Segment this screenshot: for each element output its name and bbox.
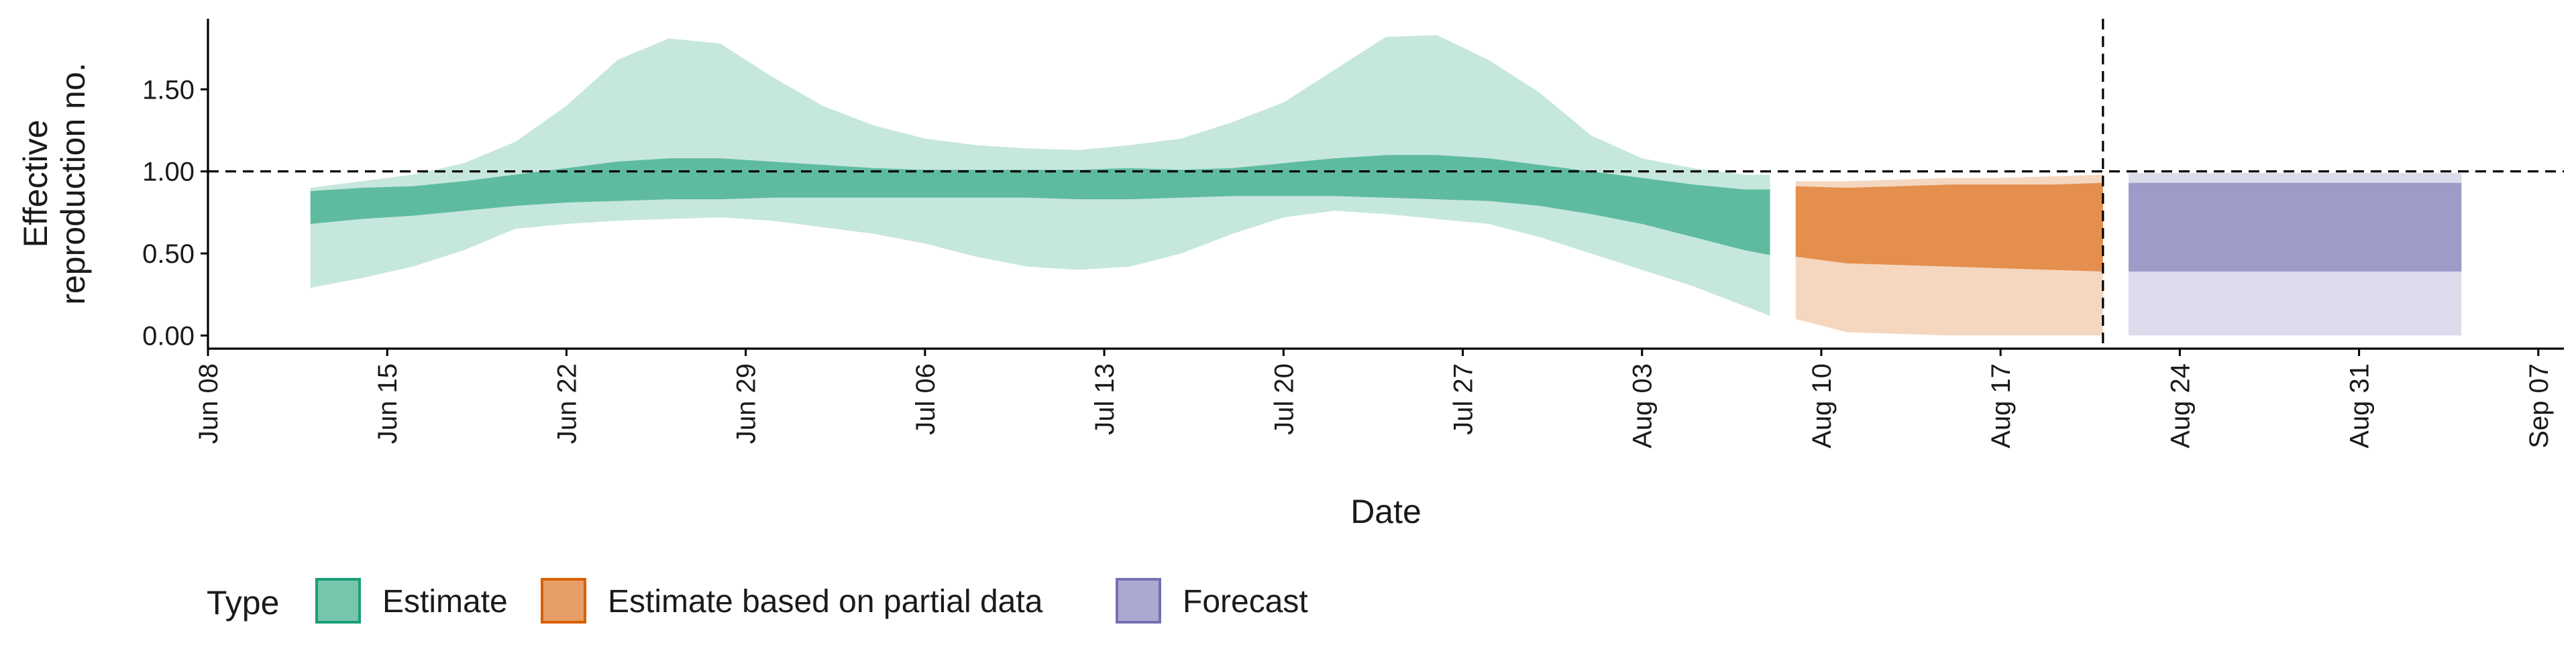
y-axis-title-line: Effective bbox=[17, 120, 54, 248]
x-tick-label: Jul 13 bbox=[1090, 363, 1120, 435]
x-tick-label: Aug 10 bbox=[1807, 363, 1837, 449]
legend-title: Type bbox=[207, 584, 279, 622]
x-tick-label: Jul 06 bbox=[911, 363, 941, 435]
x-tick-label: Aug 17 bbox=[1986, 363, 2016, 449]
y-axis-title-line: reproduction no. bbox=[54, 62, 92, 304]
ribbons-layer bbox=[310, 35, 2462, 336]
x-tick-label: Aug 03 bbox=[1628, 363, 1658, 449]
legend-label-forecast: Forecast bbox=[1183, 584, 1308, 620]
legend-label-estimate-based-on-partial-data: Estimate based on partial data bbox=[608, 584, 1043, 620]
x-tick-label: Jun 29 bbox=[732, 363, 761, 444]
legend-key-estimate bbox=[315, 578, 361, 624]
x-tick-label: Jun 15 bbox=[373, 363, 402, 444]
y-tick-label: 1.50 bbox=[142, 75, 195, 105]
ribbon-50-estimate-based-on-partial-data bbox=[1795, 182, 2103, 272]
legend-label-estimate: Estimate bbox=[382, 584, 508, 620]
y-tick-label: 0.00 bbox=[142, 321, 195, 351]
ribbon-50-estimate bbox=[310, 155, 1770, 255]
y-tick-label: 0.50 bbox=[142, 239, 195, 269]
ribbon-50-forecast bbox=[2129, 182, 2462, 272]
x-tick-label: Jul 20 bbox=[1269, 363, 1299, 435]
x-tick-label: Jun 08 bbox=[194, 363, 223, 444]
reference-lines-layer bbox=[208, 19, 2564, 349]
legend: Type Estimate Estimate based on partial da… bbox=[207, 578, 1308, 624]
y-tick-label: 1.00 bbox=[142, 158, 195, 187]
x-tick-label: Aug 31 bbox=[2345, 363, 2375, 449]
legend-key-estimate-based-on-partial-data bbox=[541, 578, 586, 624]
x-tick-label: Aug 24 bbox=[2165, 363, 2195, 449]
axes-layer: 0.00 0.50 1.00 1.50 Jun 08 Jun 15 Jun 22 Jun 29… bbox=[17, 19, 2564, 530]
x-axis-title: Date bbox=[1350, 493, 1421, 530]
x-tick-label: Sep 07 bbox=[2524, 363, 2554, 449]
legend-key-forecast bbox=[1116, 578, 1161, 624]
x-tick-label: Jul 27 bbox=[1449, 363, 1479, 435]
x-tick-label: Jun 22 bbox=[552, 363, 582, 444]
